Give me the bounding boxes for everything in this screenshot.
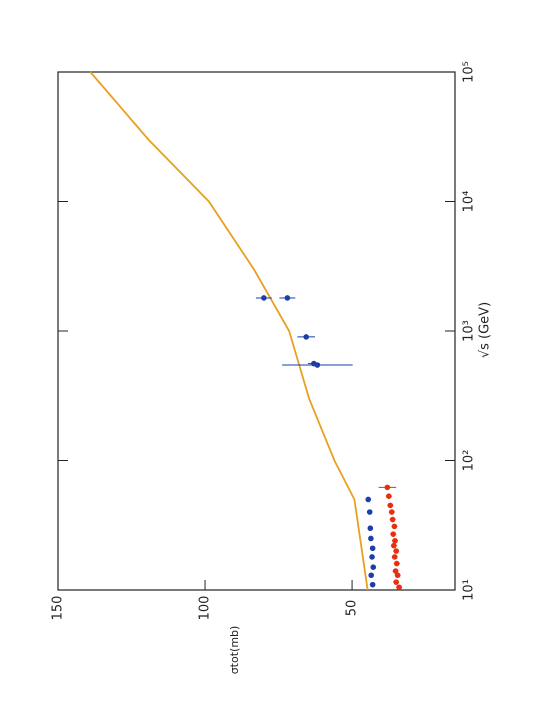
data-point (384, 484, 391, 491)
data-point (394, 572, 401, 579)
data-point (391, 554, 398, 560)
y-tick-label: 100 (198, 596, 213, 621)
data-point (390, 531, 397, 537)
data-point (396, 584, 402, 591)
y-axis-label: σtot(mb) (228, 626, 241, 675)
x-tick-label: 10¹ (462, 579, 477, 601)
data-point (370, 564, 377, 570)
y-tick-label: 150 (51, 596, 66, 621)
data-point (368, 535, 374, 542)
data-point (391, 523, 398, 530)
data-point (311, 360, 317, 367)
data-point (389, 516, 396, 523)
data-point (261, 295, 267, 301)
data-point (391, 542, 397, 549)
x-tick-label: 10⁴ (462, 191, 477, 213)
data-point (386, 493, 392, 500)
data-point (392, 568, 399, 574)
data-point (387, 502, 394, 509)
x-tick-label: 10³ (462, 320, 477, 342)
data-point (303, 334, 309, 340)
data-point (393, 579, 399, 585)
data-point (388, 509, 395, 515)
y-tick-label: 50 (345, 600, 360, 617)
data-point (393, 560, 400, 567)
data-point (393, 548, 399, 554)
data-point (369, 545, 376, 552)
data-point (369, 554, 375, 560)
data-point (369, 581, 376, 588)
data-point (368, 572, 374, 579)
x-axis-label: √s (GeV) (478, 302, 493, 358)
data-point (367, 525, 374, 532)
data-point (366, 509, 373, 515)
plot-frame (57, 71, 456, 591)
data-point (365, 496, 372, 503)
fit-curve (89, 71, 369, 591)
data-point (284, 295, 291, 301)
x-tick-label: 10⁵ (462, 61, 477, 83)
data-point (392, 537, 398, 544)
x-tick-label: 10² (462, 450, 477, 472)
